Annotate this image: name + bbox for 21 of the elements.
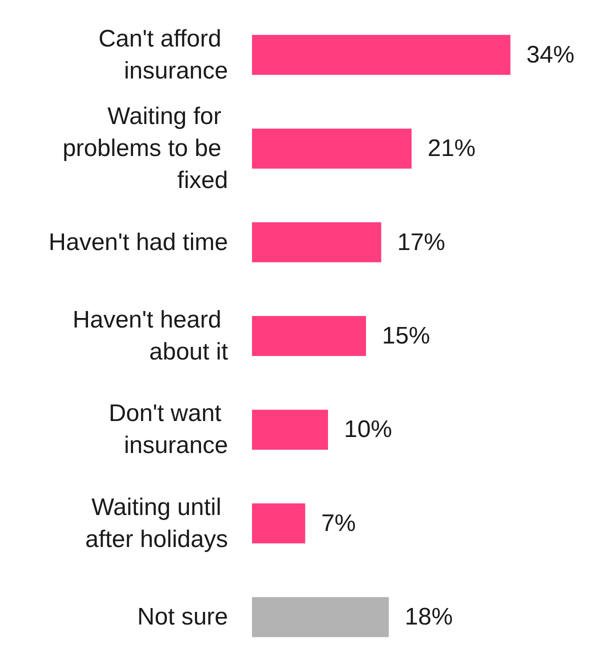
bar [252, 503, 306, 544]
y-tick-label: Don't want insurance [108, 400, 228, 460]
y-tick-label: Haven't heard about it [72, 306, 228, 366]
data-label: 17% [397, 228, 446, 256]
y-tick-label: Haven't had time [48, 228, 228, 256]
bar [252, 222, 382, 262]
bar [252, 597, 389, 638]
bar [252, 316, 366, 356]
bar [252, 410, 328, 450]
y-tick-label: Waiting until after holidays [85, 494, 228, 553]
y-tick-label: Can't afford insurance [98, 25, 228, 84]
y-tick-label: Not sure [137, 604, 228, 631]
bar [252, 128, 412, 169]
data-label: 10% [344, 416, 392, 444]
y-tick-label: Waiting for problems to be fixed [62, 103, 228, 194]
data-label: 21% [428, 135, 476, 162]
data-label: 7% [321, 510, 356, 537]
bar [252, 34, 510, 75]
data-label: 34% [526, 41, 574, 68]
data-label: 15% [382, 322, 430, 350]
data-label: 18% [404, 604, 453, 631]
